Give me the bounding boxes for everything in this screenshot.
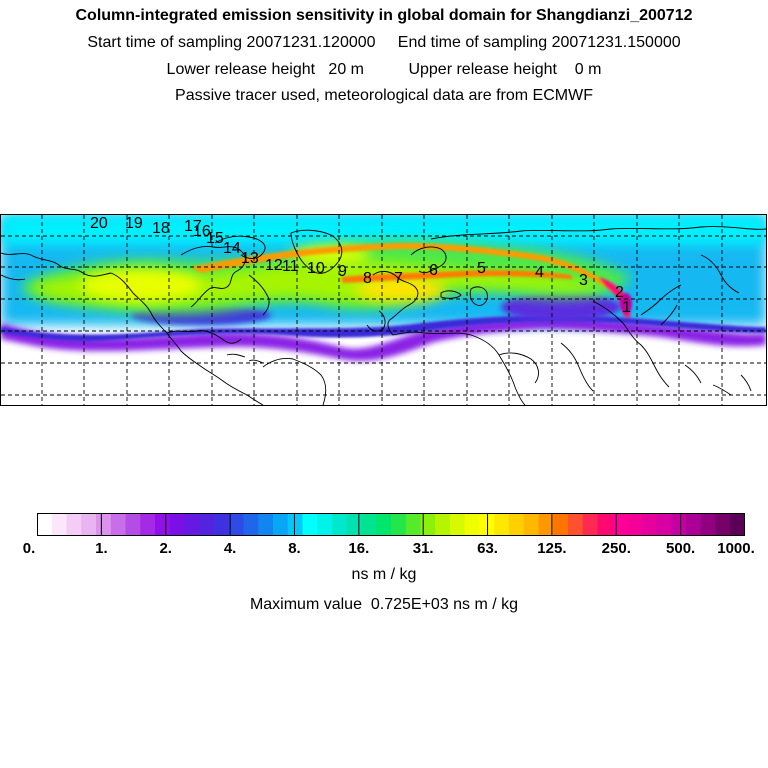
colorbar-cell: [686, 513, 702, 536]
colorbar-cell: [582, 513, 598, 536]
day-marker-5: 5: [477, 260, 486, 277]
maximum-value: Maximum value 0.725E+03 ns m / kg: [249, 596, 519, 613]
day-marker-15: 15: [206, 230, 224, 247]
colorbar-cell: [730, 513, 746, 536]
day-marker-13: 13: [241, 250, 259, 267]
day-marker-11: 11: [282, 258, 299, 275]
colorbar-label: 2.: [159, 540, 172, 557]
colorbar-cell: [435, 513, 451, 536]
colorbar-cell: [243, 513, 259, 536]
colorbar-cell: [656, 513, 672, 536]
colorbar-border: [37, 513, 745, 536]
colorbar-cell: [228, 513, 244, 536]
colorbar-cell: [464, 513, 480, 536]
day-marker-2: 2: [615, 284, 624, 301]
graticule: [1, 215, 766, 405]
colorbar: [37, 513, 746, 536]
colorbar-cell: [671, 513, 687, 536]
colorbar-cell: [523, 513, 539, 536]
colorbar-cell: [51, 513, 67, 536]
colorbar-cell: [538, 513, 554, 536]
colorbar-label: 250.: [601, 540, 631, 557]
colorbar-cell: [715, 513, 731, 536]
colorbar-cell: [96, 513, 112, 536]
colorbar-cell: [494, 513, 510, 536]
colorbar-cell: [184, 513, 200, 536]
day-marker-6: 6: [429, 262, 438, 279]
day-marker-9: 9: [338, 263, 347, 280]
colorbar-cell: [125, 513, 141, 536]
release-height-info: Lower release height 20 m Upper release …: [166, 61, 602, 78]
day-marker-19: 19: [125, 215, 143, 232]
day-marker-3: 3: [579, 272, 588, 289]
colorbar-cell: [81, 513, 97, 536]
colorbar-cell: [346, 513, 362, 536]
colorbar-label: 125.: [537, 540, 567, 557]
day-marker-4: 4: [535, 264, 544, 281]
coastlines: [1, 226, 766, 405]
colorbar-label: 31.: [412, 540, 434, 557]
colorbar-cell: [273, 513, 289, 536]
sensitivity-field: [1, 215, 766, 361]
colorbar-cell: [332, 513, 348, 536]
colorbar-label: 8.: [288, 540, 301, 557]
tracer-info: Passive tracer used, meteorological data…: [175, 87, 593, 104]
colorbar-cell: [317, 513, 333, 536]
day-marker-7: 7: [394, 270, 403, 287]
emission-sensitivity-map: 1 2 3 4 5 6 7 8 9 10 11 12 13 14 15 16 17 18 19 20: [0, 214, 767, 406]
colorbar-cell: [553, 513, 569, 536]
colorbar-cell: [199, 513, 215, 536]
colorbar-cell: [361, 513, 377, 536]
colorbar-cell: [700, 513, 716, 536]
colorbar-cell: [169, 513, 185, 536]
colorbar-cell: [597, 513, 613, 536]
colorbar-cell: [155, 513, 171, 536]
colorbar-cell: [612, 513, 628, 536]
day-marker-1: 1: [622, 299, 631, 316]
day-marker-16: 16: [193, 223, 211, 240]
colorbar-label: 16.: [348, 540, 370, 557]
colorbar-label: 63.: [477, 540, 498, 557]
colorbar-cell: [140, 513, 156, 536]
sampling-time-info: Start time of sampling 20071231.120000 E…: [87, 34, 681, 51]
colorbar-cell: [214, 513, 230, 536]
day-marker-14: 14: [223, 240, 241, 257]
colorbar-cell: [287, 513, 303, 536]
day-marker-18: 18: [152, 220, 170, 237]
figure-title: Column-integrated emission sensitivity i…: [75, 7, 693, 24]
colorbar-cell: [302, 513, 318, 536]
colorbar-label: 1000.: [717, 540, 755, 557]
colorbar-cell: [405, 513, 421, 536]
colorbar-cell: [509, 513, 525, 536]
day-marker-8: 8: [363, 270, 372, 287]
day-marker-12: 12: [265, 257, 283, 274]
colorbar-label: 0.: [22, 540, 36, 557]
day-marker-10: 10: [307, 260, 325, 277]
colorbar-cell: [376, 513, 392, 536]
colorbar-label: 1.: [95, 540, 108, 557]
colorbar-cell: [568, 513, 584, 536]
colorbar-label: 500.: [666, 540, 696, 557]
day-marker-17: 17: [184, 218, 202, 235]
colorbar-cell: [258, 513, 274, 536]
colorbar-units: ns m / kg: [351, 566, 417, 583]
colorbar-cell: [627, 513, 643, 536]
day-marker-20: 20: [90, 215, 108, 232]
colorbar-cell: [420, 513, 436, 536]
colorbar-cell: [37, 513, 53, 536]
colorbar-label: 4.: [223, 540, 237, 557]
colorbar-cell: [450, 513, 466, 536]
colorbar-cell: [66, 513, 82, 536]
colorbar-cell: [641, 513, 657, 536]
colorbar-cell: [110, 513, 126, 536]
colorbar-cell: [391, 513, 407, 536]
